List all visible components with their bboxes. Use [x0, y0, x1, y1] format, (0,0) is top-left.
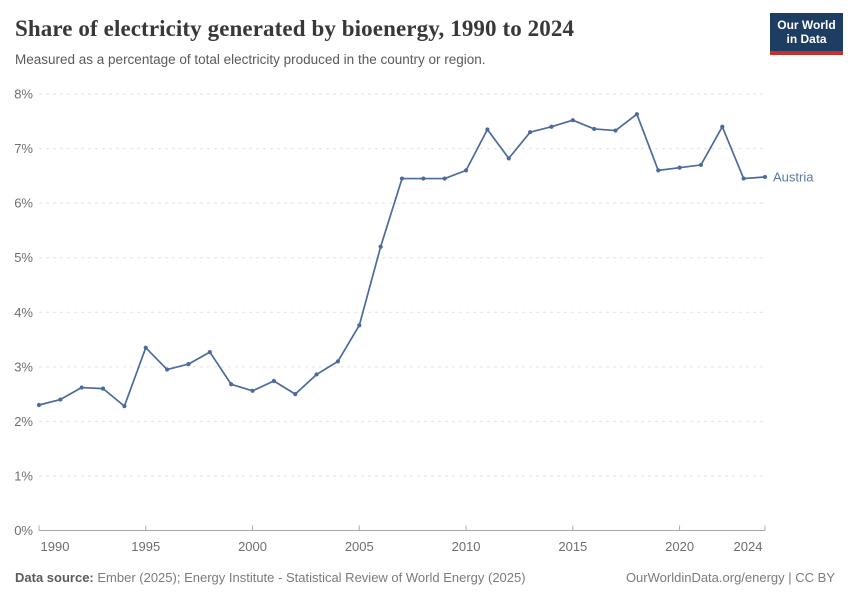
data-source: Data source: Ember (2025); Energy Instit… [15, 570, 526, 585]
data-point[interactable] [485, 127, 490, 132]
data-point[interactable] [250, 388, 255, 393]
y-tick-label: 7% [14, 141, 33, 156]
chart-footer: Data source: Ember (2025); Energy Instit… [0, 570, 850, 590]
data-point[interactable] [592, 126, 597, 132]
data-point[interactable] [79, 385, 84, 390]
data-point[interactable] [656, 168, 661, 173]
data-point[interactable] [528, 130, 533, 135]
data-point[interactable] [335, 359, 341, 364]
x-tick-label: 1995 [131, 539, 160, 554]
data-point[interactable] [186, 361, 191, 367]
data-point[interactable] [442, 176, 447, 181]
y-tick-label: 8% [14, 87, 33, 102]
owid-link[interactable]: OurWorldinData.org/energy | CC BY [625, 570, 835, 585]
entity-label-austria: Austria [773, 169, 814, 184]
y-tick-label: 1% [14, 468, 33, 483]
x-axis [38, 525, 766, 531]
data-point[interactable] [58, 397, 63, 402]
data-point[interactable] [720, 124, 725, 129]
y-tick-label: 6% [14, 196, 33, 211]
y-tick-label: 3% [14, 359, 33, 374]
chart-subtitle: Measured as a percentage of total electr… [15, 52, 486, 67]
x-tick-label: 1990 [41, 539, 70, 554]
y-axis-labels: 0% 1% 2% 3% 4% 5% 6% 7% 8% [14, 87, 33, 539]
data-point[interactable] [762, 174, 768, 180]
data-source-text: Ember (2025); Energy Institute - Statist… [93, 570, 526, 585]
data-point[interactable] [229, 382, 234, 387]
data-point[interactable] [677, 165, 682, 170]
x-tick-label: 2024 [734, 539, 763, 554]
data-point[interactable] [506, 156, 511, 161]
data-point[interactable] [122, 403, 127, 409]
y-tick-label: 5% [14, 250, 33, 265]
x-tick-label: 2010 [452, 539, 481, 554]
y-tick-label: 4% [14, 305, 33, 320]
data-point[interactable] [314, 372, 319, 377]
data-point[interactable] [549, 124, 554, 129]
data-point[interactable] [463, 168, 469, 173]
data-point[interactable] [207, 349, 212, 355]
y-tick-label: 2% [14, 414, 33, 429]
data-point[interactable] [698, 162, 704, 168]
owid-logo-line1: Our World [777, 18, 836, 32]
owid-logo-line2: in Data [786, 32, 827, 46]
data-point[interactable] [399, 176, 405, 181]
data-point[interactable] [271, 378, 276, 384]
data-point[interactable] [378, 244, 383, 249]
page-title: Share of electricity generated by bioene… [15, 16, 575, 41]
data-point[interactable] [421, 176, 426, 181]
x-tick-label: 2000 [238, 539, 267, 554]
y-tick-label: 0% [14, 523, 33, 538]
data-point[interactable] [634, 112, 639, 117]
data-point[interactable] [36, 402, 42, 408]
data-point[interactable] [143, 345, 148, 350]
series-line[interactable] [38, 113, 766, 407]
data-point[interactable] [100, 386, 106, 391]
data-point[interactable] [165, 367, 170, 372]
gridlines [39, 93, 765, 477]
x-tick-label: 2015 [558, 539, 587, 554]
data-point[interactable] [741, 176, 746, 181]
series-austria[interactable] [36, 112, 768, 409]
x-axis-labels: 1990 1995 2000 2005 2010 2015 2020 2024 [41, 539, 763, 554]
data-point[interactable] [570, 118, 575, 123]
owid-logo[interactable]: Our World in Data [770, 13, 843, 55]
data-point[interactable] [357, 323, 362, 328]
x-tick-label: 2020 [665, 539, 694, 554]
data-source-label: Data source: [15, 570, 94, 585]
data-point[interactable] [613, 128, 618, 133]
data-point[interactable] [293, 391, 298, 397]
x-tick-label: 2005 [345, 539, 374, 554]
